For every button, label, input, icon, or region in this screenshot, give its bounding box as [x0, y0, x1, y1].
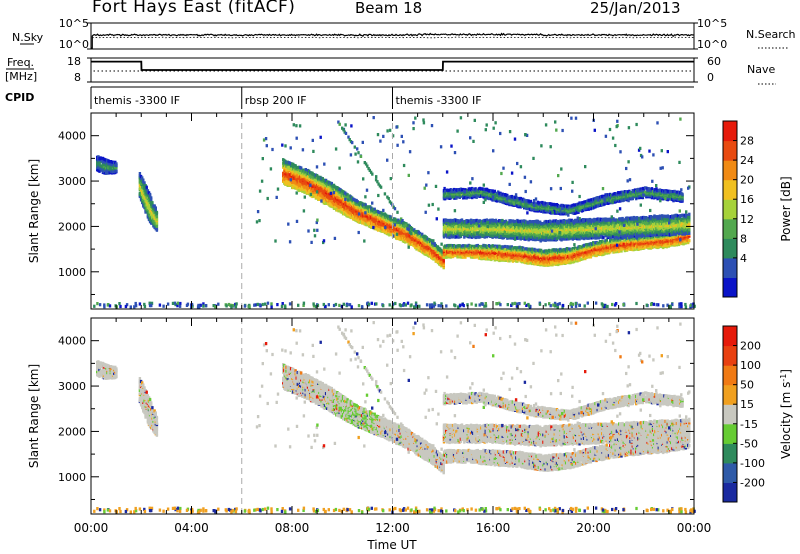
power-cell	[531, 248, 533, 251]
cpid-label: CPID	[5, 91, 34, 104]
nave-tick-label: 60	[707, 55, 721, 68]
freq-unit-label: [MHz]	[5, 70, 37, 83]
freq-tick-label: 8	[74, 71, 81, 84]
nsky-tick-label: 10^5	[59, 17, 89, 30]
nave-tick-label: 0	[707, 71, 714, 84]
power-cell	[514, 220, 516, 223]
power-cell	[461, 218, 463, 221]
nsearch-label: N.Search	[746, 28, 796, 41]
power-cell	[455, 235, 457, 238]
power-cell	[479, 235, 481, 238]
power-cell	[464, 244, 466, 247]
nsky-panel-frame	[91, 23, 694, 49]
nsearch-tick-label: 10^5	[697, 17, 727, 30]
freq-label: Freq.	[7, 56, 34, 69]
nsky-tick-label: 10^0	[59, 38, 89, 51]
freq-tick-label: 18	[67, 55, 81, 68]
power-cell	[688, 239, 690, 242]
nsky-label: N.Sky	[12, 31, 44, 44]
power-cell	[443, 259, 445, 262]
nsky-trace	[91, 34, 694, 49]
freq-trace	[91, 62, 694, 70]
power-cell	[300, 166, 302, 169]
power-data-layer	[93, 116, 696, 309]
cpid-segment-label: themis -3300 IF	[396, 94, 482, 107]
power-cell	[504, 245, 506, 248]
cpid-segment-label: rbsp 200 IF	[245, 94, 307, 107]
nave-label: Nave	[747, 63, 775, 76]
nsearch-tick-label: 10^0	[697, 38, 727, 51]
power-cell	[473, 219, 475, 222]
cpid-segment-label: themis -3300 IF	[94, 94, 180, 107]
power-cell	[305, 168, 307, 171]
nsearch-trace	[92, 37, 693, 38]
